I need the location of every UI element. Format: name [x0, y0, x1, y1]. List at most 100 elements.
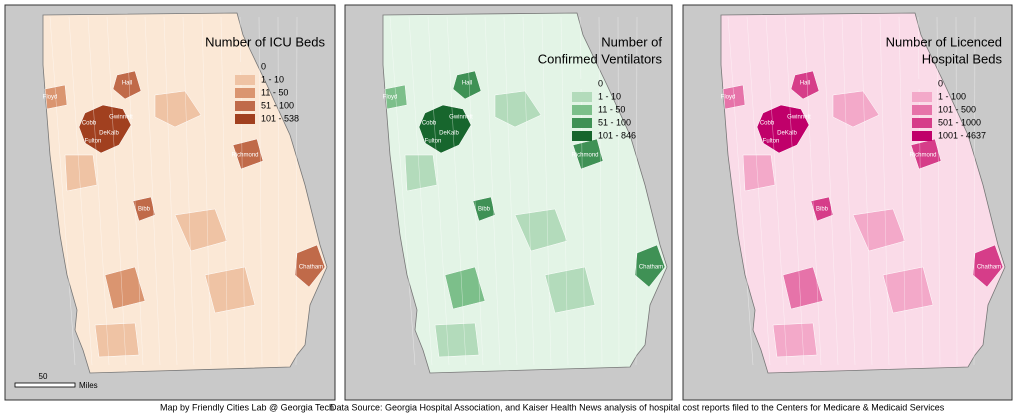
- county-border: [389, 16, 416, 366]
- scale-unit: Miles: [79, 381, 98, 390]
- scale-bar: [14, 382, 76, 388]
- county-region: [444, 266, 486, 310]
- county-label: Cobb: [422, 121, 437, 127]
- map-panel: Floyd Cobb Fulton DeKalb Gwinnett Hall Bibb Ric…: [4, 4, 336, 401]
- legend-label: 11 - 50: [598, 104, 625, 114]
- map-title: Number of ICU Beds: [205, 34, 325, 49]
- county-region: [174, 208, 228, 252]
- county-border: [579, 16, 586, 366]
- legend-swatch: [572, 118, 592, 128]
- county-label: Cobb: [760, 121, 775, 127]
- county-border: [182, 16, 195, 366]
- county-label: Gwinnett: [109, 115, 133, 121]
- county-label: Richmond: [231, 153, 258, 159]
- county-label: Floyd: [383, 95, 398, 101]
- county-border: [163, 16, 178, 366]
- county-region: [790, 70, 820, 100]
- legend-swatch: [235, 114, 255, 124]
- county-region: [94, 322, 140, 358]
- legend-swatch: [912, 105, 932, 115]
- county-border: [87, 16, 110, 366]
- county-border: [879, 16, 890, 366]
- legend-label: 1 - 100: [938, 91, 966, 101]
- county-region: [78, 104, 132, 154]
- county-border: [955, 16, 958, 366]
- county-border: [973, 16, 976, 366]
- county-border: [295, 16, 298, 366]
- county-border: [784, 16, 805, 366]
- county-region: [472, 196, 496, 222]
- legend-swatch: [572, 79, 592, 89]
- county-border: [617, 16, 620, 366]
- county-region: [294, 244, 326, 288]
- map-title: Hospital Beds: [922, 51, 1003, 66]
- county-region: [154, 90, 202, 128]
- legend-label: 1 - 10: [261, 74, 284, 84]
- legend-label: 11 - 50: [261, 87, 288, 97]
- legend-swatch: [572, 92, 592, 102]
- county-border: [446, 16, 467, 366]
- legend-label: 51 - 100: [598, 117, 631, 127]
- county-border: [106, 16, 127, 366]
- county-label: Richmond: [571, 153, 598, 159]
- county-region: [742, 154, 776, 192]
- legend-label: 0: [598, 78, 603, 88]
- county-region: [104, 266, 146, 310]
- legend-swatch: [912, 118, 932, 128]
- county-region: [514, 208, 568, 252]
- map-title: Confirmed Ventilators: [538, 51, 663, 66]
- legend-label: 101 - 538: [261, 113, 299, 123]
- county-label: Richmond: [909, 153, 936, 159]
- county-label: Bibb: [816, 207, 829, 213]
- county-border: [917, 16, 924, 366]
- county-border: [635, 16, 638, 366]
- county-label: DeKalb: [777, 131, 797, 137]
- credit-author: Map by Friendly Cities Lab @ Georgia Tec…: [160, 402, 334, 412]
- county-border: [727, 16, 754, 366]
- county-region: [782, 266, 824, 310]
- county-label: Bibb: [138, 207, 151, 213]
- county-label: Chatham: [977, 265, 1001, 271]
- county-label: Gwinnett: [449, 115, 473, 121]
- county-region: [44, 84, 68, 110]
- county-region: [132, 196, 156, 222]
- legend-label: 101 - 500: [938, 104, 976, 114]
- county-label: Fulton: [425, 139, 442, 145]
- county-region: [810, 196, 834, 222]
- legend-label: 501 - 1000: [938, 117, 981, 127]
- county-region: [112, 70, 142, 100]
- county-region: [634, 244, 666, 288]
- county-border: [49, 16, 76, 366]
- county-region: [452, 70, 482, 100]
- legend-label: 0: [261, 61, 266, 71]
- county-region: [494, 90, 542, 128]
- legend-label: 51 - 100: [261, 100, 294, 110]
- county-border: [746, 16, 771, 366]
- county-label: Hall: [462, 81, 472, 87]
- county-label: Floyd: [721, 95, 736, 101]
- county-border: [560, 16, 569, 366]
- county-border: [598, 16, 603, 366]
- county-border: [68, 16, 93, 366]
- county-region: [722, 84, 746, 110]
- legend-swatch: [235, 101, 255, 111]
- county-border: [258, 16, 263, 366]
- county-region: [832, 90, 880, 128]
- county-border: [144, 16, 161, 366]
- legend-label: 0: [938, 78, 943, 88]
- county-label: Hall: [122, 81, 132, 87]
- county-label: Cobb: [82, 121, 97, 127]
- county-border: [277, 16, 280, 366]
- county-region: [544, 266, 596, 314]
- county-region: [204, 266, 256, 314]
- legend-label: 1001 - 4637: [938, 130, 986, 140]
- county-border: [503, 16, 518, 366]
- county-region: [434, 322, 480, 358]
- county-region: [972, 244, 1004, 288]
- map-panel: Floyd Cobb Fulton DeKalb Gwinnett Hall Bibb Ric…: [682, 4, 1013, 401]
- county-region: [64, 154, 98, 192]
- county-label: Gwinnett: [787, 115, 811, 121]
- county-label: Chatham: [639, 265, 663, 271]
- map-title: Number of Licenced: [886, 34, 1002, 49]
